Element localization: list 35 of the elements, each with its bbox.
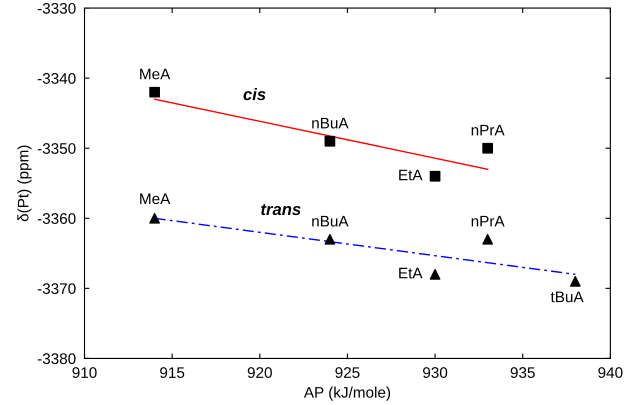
- x-tick-label: 930: [423, 367, 448, 378]
- y-axis-title: δ(Pt) (ppm): [17, 146, 32, 222]
- annotation: nBuA: [312, 216, 349, 227]
- point: [324, 136, 336, 147]
- x-tick-label: 940: [598, 367, 622, 378]
- x-tick-label: 910: [72, 367, 97, 378]
- point: [482, 234, 494, 245]
- series-label: trans: [261, 204, 301, 216]
- x-tick-label: 935: [510, 367, 535, 378]
- annotation: nPrA: [472, 124, 505, 136]
- point: [324, 234, 336, 245]
- x-axis-title: AP (kJ/mole): [304, 386, 390, 401]
- y-tick-label: -3370: [38, 283, 76, 294]
- point: [430, 268, 440, 280]
- point: [430, 170, 440, 182]
- point: [570, 276, 581, 287]
- annotation: nBuA: [312, 118, 349, 128]
- point: [149, 86, 160, 98]
- annotation: EtA: [399, 268, 423, 278]
- point: [149, 212, 160, 224]
- x-tick-label: 925: [335, 367, 360, 378]
- annotation: EtA: [399, 170, 423, 180]
- y-tick-label: -3360: [38, 213, 76, 224]
- y-tick-label: -3330: [38, 2, 76, 14]
- point: [482, 142, 494, 154]
- y-tick-label: -3340: [38, 73, 76, 84]
- annotation: tBuA: [550, 292, 584, 302]
- series-label: cis: [243, 88, 266, 100]
- annotation: MeA: [140, 194, 170, 204]
- y-tick-label: -3380: [38, 353, 76, 364]
- x-tick-label: 915: [160, 367, 184, 378]
- y-tick-label: -3350: [38, 143, 76, 154]
- annotation: nPrA: [472, 216, 505, 226]
- annotation: MeA: [140, 68, 170, 80]
- x-tick-label: 920: [248, 367, 272, 378]
